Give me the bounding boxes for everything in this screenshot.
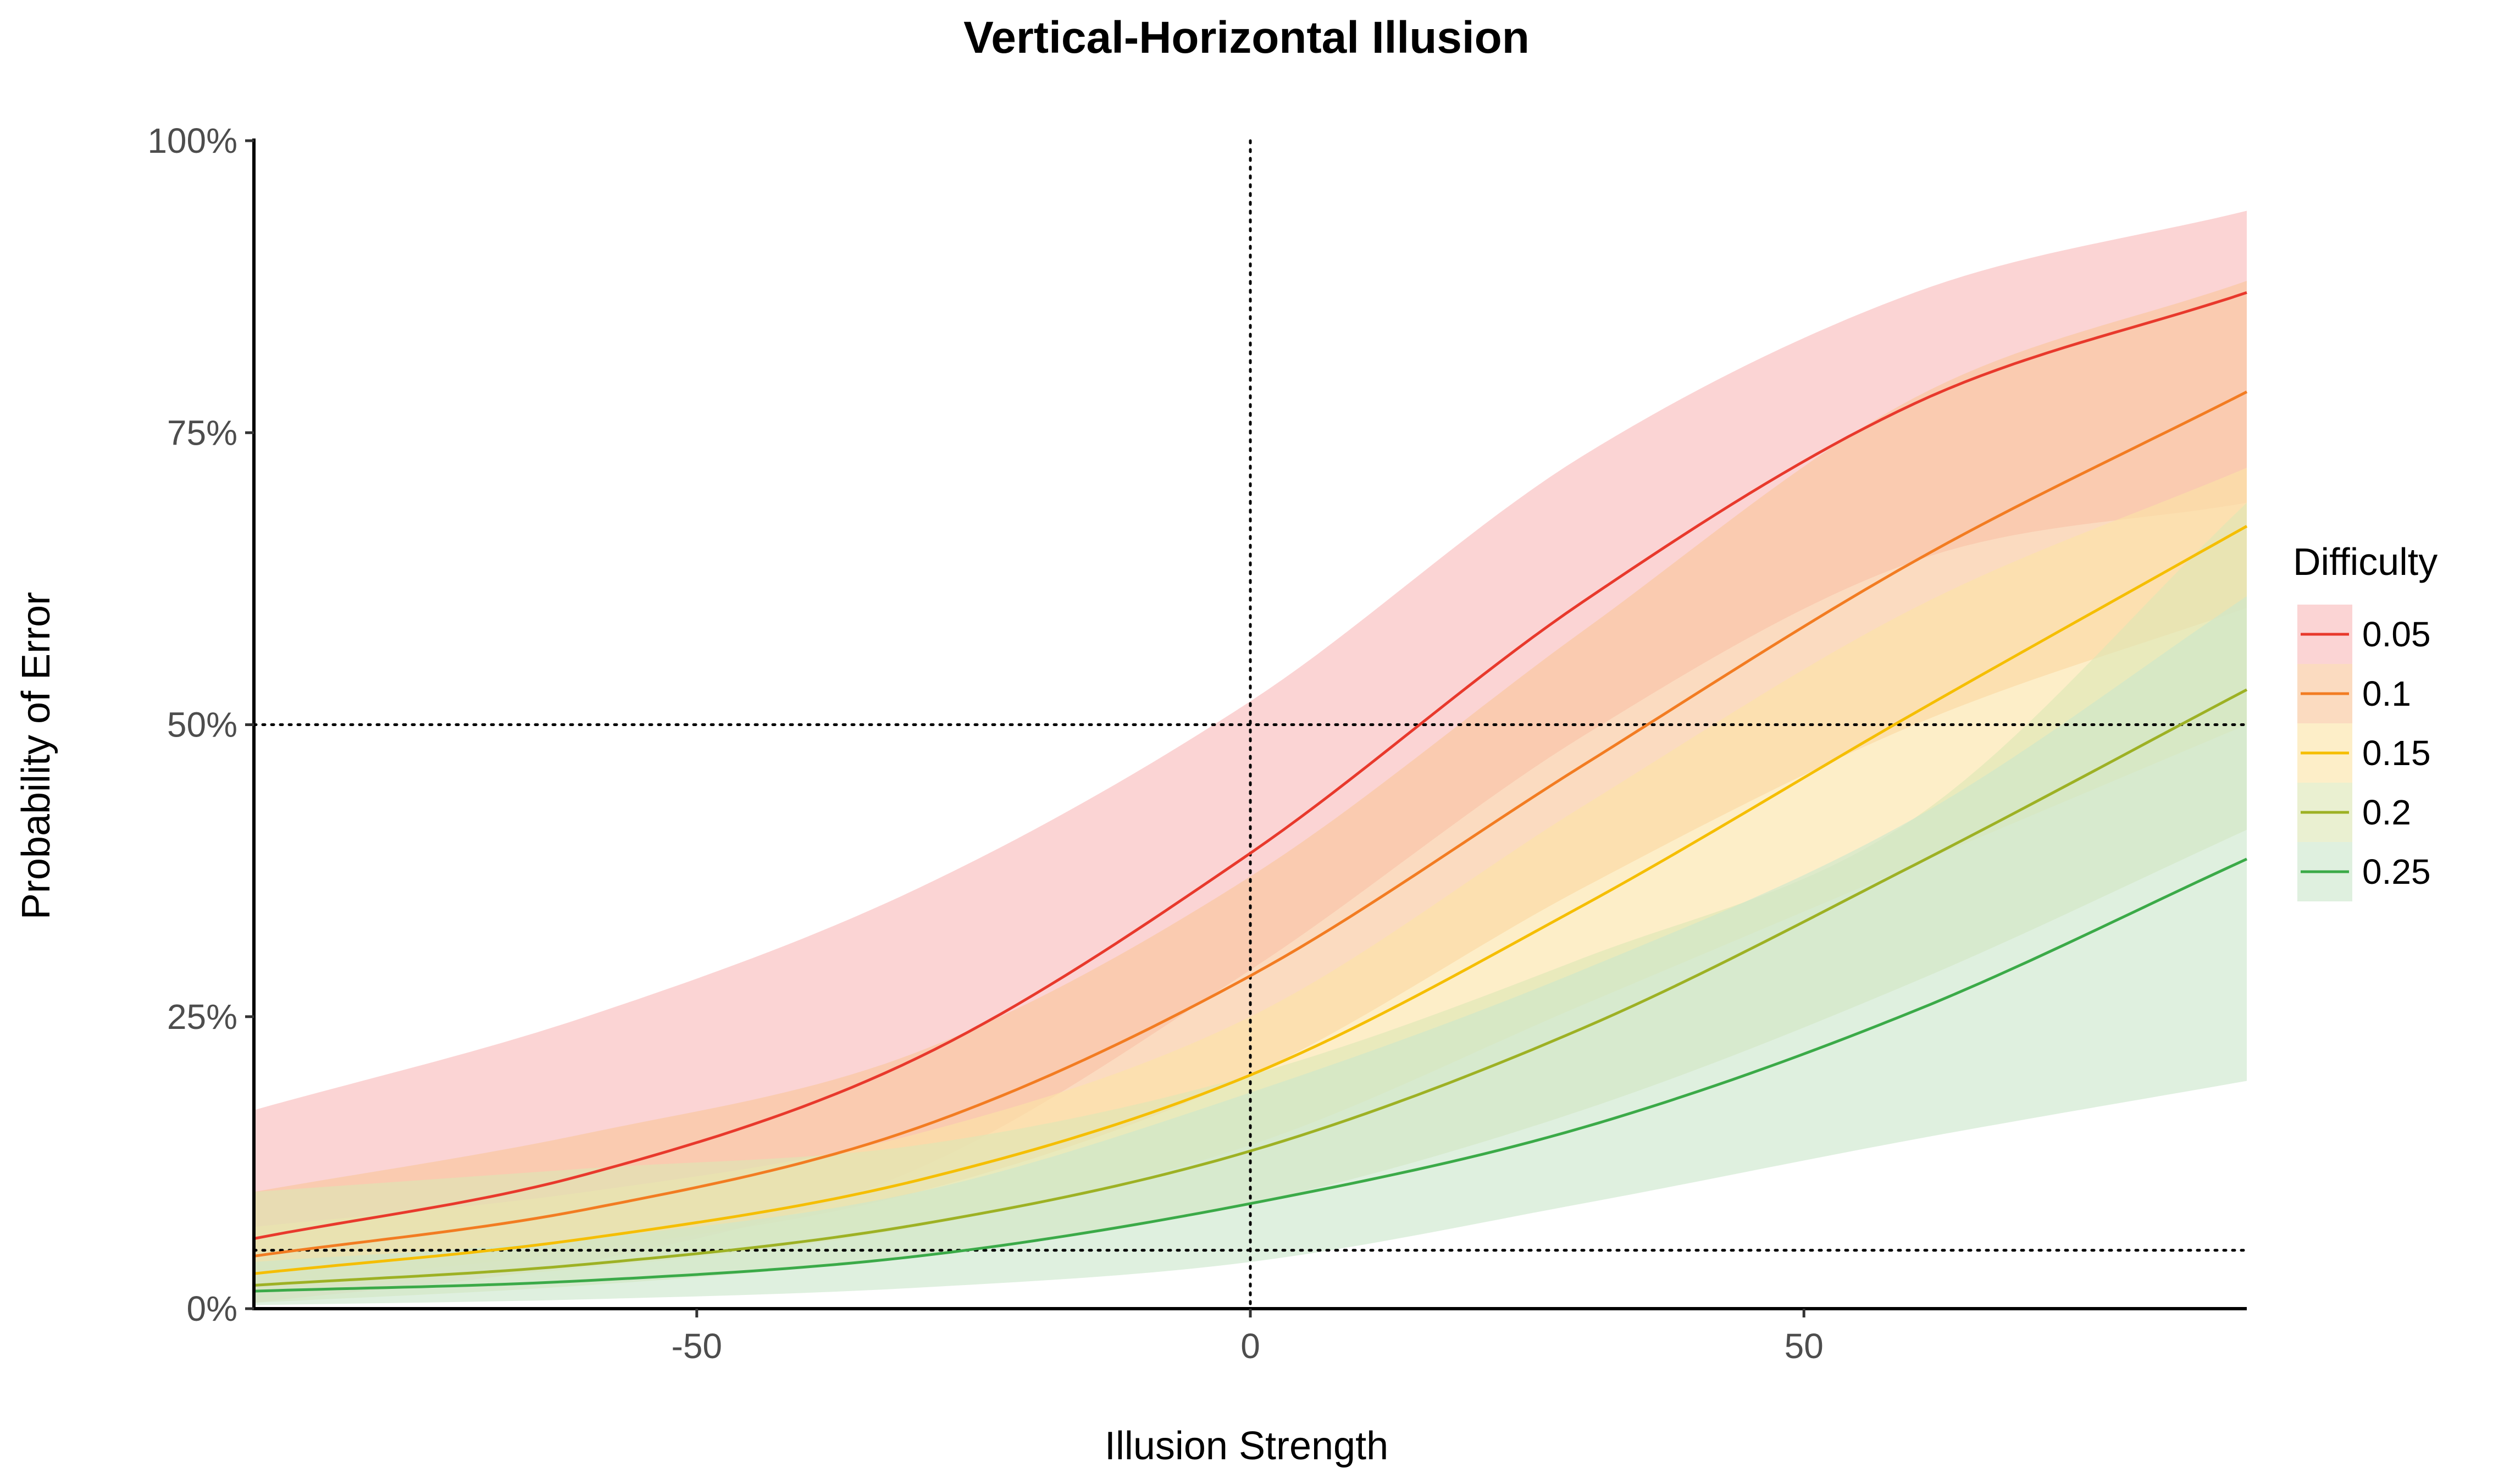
y-tick-label: 75% bbox=[167, 413, 237, 452]
legend: Difficulty 0.05 0.1 0.15 0.2 0.25 bbox=[2293, 540, 2437, 901]
ci-band-0-1 bbox=[254, 281, 2247, 1286]
series-line-0-1 bbox=[253, 390, 2248, 1258]
legend-label-0-2: 0.2 bbox=[2362, 793, 2411, 832]
y-tick-label: 50% bbox=[167, 705, 237, 745]
x-tick-label: 0 bbox=[1240, 1326, 1260, 1366]
y-tick-label: 0% bbox=[187, 1289, 238, 1328]
x-axis-title: Illusion Strength bbox=[1105, 1424, 1388, 1468]
series-line-0-25 bbox=[253, 857, 2248, 1293]
ci-band-0-25 bbox=[254, 596, 2247, 1305]
y-tick-label: 100% bbox=[147, 121, 237, 160]
legend-label-0-05: 0.05 bbox=[2362, 614, 2431, 654]
series-line-0-2 bbox=[253, 688, 2248, 1287]
legend-label-0-1: 0.1 bbox=[2362, 674, 2411, 713]
plot-area bbox=[252, 139, 2248, 1310]
legend-label-0-25: 0.25 bbox=[2362, 852, 2431, 891]
legend-label-0-15: 0.15 bbox=[2362, 733, 2431, 773]
axes: 0% 25% 50% 75% 100% -50 0 50 bbox=[147, 121, 2247, 1366]
x-axis-ticks: -50 0 50 bbox=[672, 1309, 1824, 1366]
x-tick-label: -50 bbox=[672, 1326, 723, 1366]
reference-lines bbox=[252, 139, 2248, 1310]
series-line-0-15 bbox=[253, 525, 2248, 1275]
y-tick-label: 25% bbox=[167, 997, 237, 1037]
series-lines bbox=[253, 291, 2248, 1293]
x-tick-label: 50 bbox=[1785, 1326, 1824, 1366]
y-axis-title: Probability of Error bbox=[14, 592, 58, 920]
chart-title: Vertical-Horizontal Illusion bbox=[963, 13, 1530, 63]
series-line-0-05 bbox=[253, 291, 2247, 1240]
y-axis-ticks: 0% 25% 50% 75% 100% bbox=[147, 121, 254, 1328]
legend-items: 0.05 0.1 0.15 0.2 0.25 bbox=[2297, 605, 2431, 901]
legend-title: Difficulty bbox=[2293, 540, 2437, 583]
